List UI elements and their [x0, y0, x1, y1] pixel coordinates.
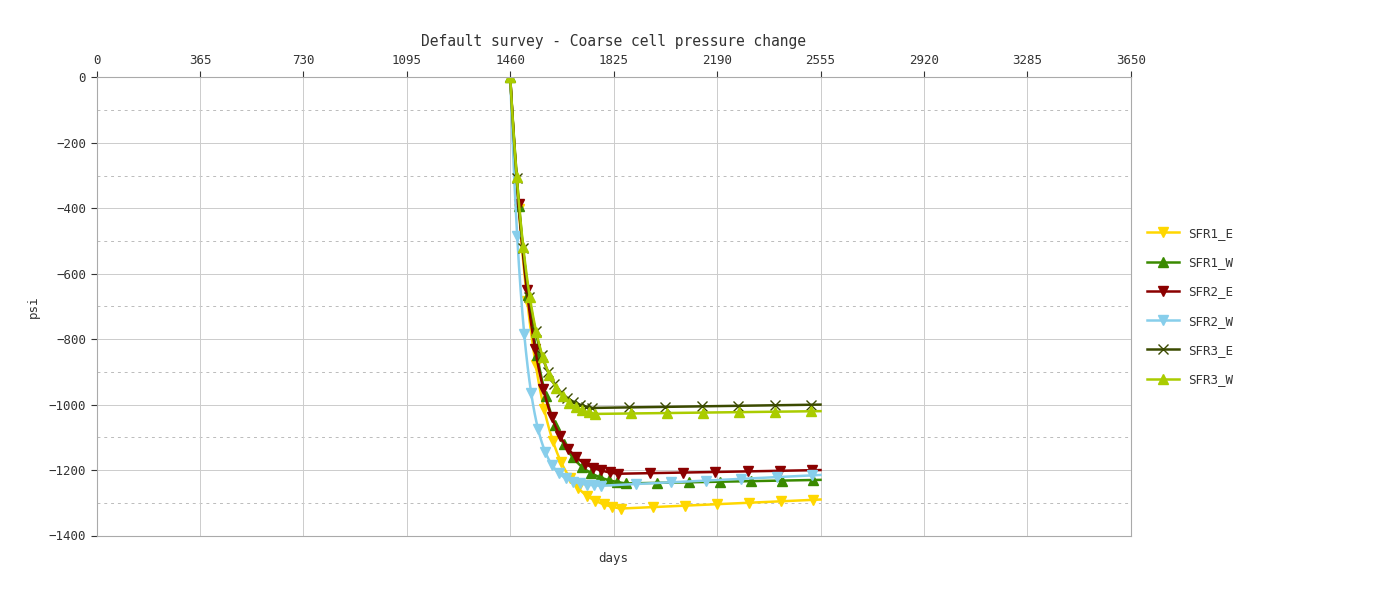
SFR2_E — [571, 456, 587, 463]
SFR2_W — [510, 262, 527, 269]
Title: Default survey - Coarse cell pressure change: Default survey - Coarse cell pressure ch… — [421, 33, 807, 49]
SFR3_E — [812, 401, 829, 408]
SFR3_E — [542, 372, 558, 379]
SFR2_W — [570, 480, 586, 487]
SFR2_E — [530, 357, 546, 364]
SFR3_E — [502, 74, 519, 81]
SFR1_W — [575, 465, 592, 472]
Line: SFR3_W: SFR3_W — [505, 73, 826, 419]
Y-axis label: psi: psi — [28, 295, 40, 318]
SFR1_W — [650, 480, 666, 487]
SFR3_E — [585, 405, 601, 412]
SFR1_E — [556, 463, 572, 470]
SFR1_E — [530, 374, 546, 381]
SFR1_W — [618, 480, 634, 487]
SFR3_E — [554, 390, 571, 397]
SFR2_E — [513, 225, 530, 232]
SFR1_W — [513, 228, 530, 235]
SFR2_W — [560, 476, 576, 483]
Line: SFR1_E: SFR1_E — [505, 73, 826, 513]
SFR1_E — [513, 231, 530, 239]
SFR1_E — [572, 487, 589, 494]
SFR2_E — [610, 470, 626, 477]
SFR3_E — [621, 404, 637, 411]
SFR1_E — [812, 496, 829, 503]
SFR3_W — [565, 402, 582, 409]
Line: SFR3_E: SFR3_E — [505, 73, 826, 413]
SFR3_W — [587, 411, 604, 418]
SFR2_W — [546, 464, 563, 471]
SFR3_E — [510, 194, 527, 201]
SFR2_W — [502, 74, 519, 81]
SFR2_E — [643, 469, 659, 477]
SFR1_W — [502, 74, 519, 81]
Line: SFR2_W: SFR2_W — [505, 73, 826, 491]
SFR2_W — [524, 400, 541, 408]
SFR2_E — [502, 74, 519, 81]
SFR3_W — [510, 193, 527, 201]
SFR2_W — [812, 471, 829, 478]
SFR3_W — [623, 410, 640, 417]
SFR1_E — [612, 505, 629, 512]
SFR3_W — [812, 408, 829, 415]
SFR1_E — [502, 74, 519, 81]
SFR2_W — [593, 482, 610, 489]
SFR1_E — [644, 503, 661, 511]
Line: SFR2_E: SFR2_E — [505, 73, 826, 478]
SFR2_E — [583, 463, 600, 470]
SFR2_E — [812, 466, 829, 474]
Line: SFR1_W: SFR1_W — [505, 73, 826, 488]
SFR1_W — [558, 444, 575, 452]
SFR1_W — [812, 476, 829, 483]
SFR3_W — [502, 74, 519, 81]
SFR1_W — [589, 472, 605, 480]
SFR2_E — [554, 436, 571, 443]
SFR1_E — [585, 496, 601, 503]
SFR3_W — [556, 394, 572, 402]
SFR3_E — [564, 397, 581, 405]
SFR3_E — [523, 303, 539, 310]
Legend: SFR1_E, SFR1_W, SFR2_E, SFR2_W, SFR3_E, SFR3_W: SFR1_E, SFR1_W, SFR2_E, SFR2_W, SFR3_E, … — [1147, 227, 1234, 386]
SFR3_W — [523, 303, 539, 311]
SFR1_W — [531, 364, 547, 371]
X-axis label: days: days — [598, 552, 629, 565]
SFR3_W — [543, 375, 560, 382]
SFR2_W — [627, 480, 644, 487]
